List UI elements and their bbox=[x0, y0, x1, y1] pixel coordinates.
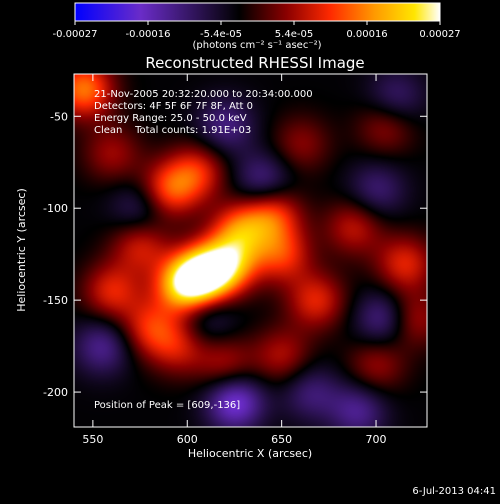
colorbar-tick-label: -0.00016 bbox=[126, 29, 171, 40]
plot-frame bbox=[73, 73, 428, 428]
annotation-block: 21-Nov-2005 20:32:20.000 to 20:34:00.000… bbox=[94, 89, 313, 136]
y-axis-ticks: -50 -100 -150 -200 bbox=[43, 110, 427, 399]
x-axis-label: Heliocentric X (arcsec) bbox=[188, 447, 312, 460]
x-tick-label: 600 bbox=[177, 433, 198, 446]
colorbar: -0.00027 -0.00016 -5.4e-05 5.4e-05 0.00016 0.… bbox=[53, 2, 461, 51]
plot-area: 550 600 650 700 -50 -100 -150 -200 bbox=[43, 73, 428, 446]
colorbar-tick-label: -0.00027 bbox=[53, 29, 98, 40]
y-axis-label: Heliocentric Y (arcsec) bbox=[15, 188, 28, 312]
annotation-energy: Energy Range: 25.0 - 50.0 keV bbox=[94, 113, 247, 124]
colorbar-tick-label: 0.00016 bbox=[346, 29, 387, 40]
colorbar-tick-label: 5.4e-05 bbox=[275, 29, 313, 40]
annotation-detectors: Detectors: 4F 5F 6F 7F 8F, Att 0 bbox=[94, 101, 253, 112]
y-tick-label: -100 bbox=[43, 202, 68, 215]
y-tick-label: -50 bbox=[50, 110, 68, 123]
heatmap-image bbox=[74, 74, 427, 427]
annotation-time: 21-Nov-2005 20:32:20.000 to 20:34:00.000 bbox=[94, 89, 313, 100]
colorbar-tick-label: 0.00027 bbox=[419, 29, 460, 40]
colorbar-gradient bbox=[74, 2, 441, 22]
footer-date: 6-Jul-2013 04:41 bbox=[412, 486, 496, 497]
x-axis-ticks: 550 600 650 700 bbox=[82, 74, 387, 446]
y-tick-label: -200 bbox=[43, 386, 68, 399]
annotation-counts: Clean Total counts: 1.91E+03 bbox=[94, 125, 251, 136]
colorbar-ticks: -0.00027 -0.00016 -5.4e-05 5.4e-05 0.00016 0.… bbox=[53, 21, 461, 40]
colorbar-tick-label: -5.4e-05 bbox=[200, 29, 242, 40]
chart-title: Reconstructed RHESSI Image bbox=[145, 54, 364, 72]
x-tick-label: 700 bbox=[366, 433, 387, 446]
colorbar-unit-label: (photons cm⁻² s⁻¹ asec⁻²) bbox=[192, 40, 321, 51]
x-tick-label: 650 bbox=[271, 433, 292, 446]
x-tick-label: 550 bbox=[82, 433, 103, 446]
peak-position-label: Position of Peak = [609,-136] bbox=[94, 400, 240, 411]
y-tick-label: -150 bbox=[43, 294, 68, 307]
